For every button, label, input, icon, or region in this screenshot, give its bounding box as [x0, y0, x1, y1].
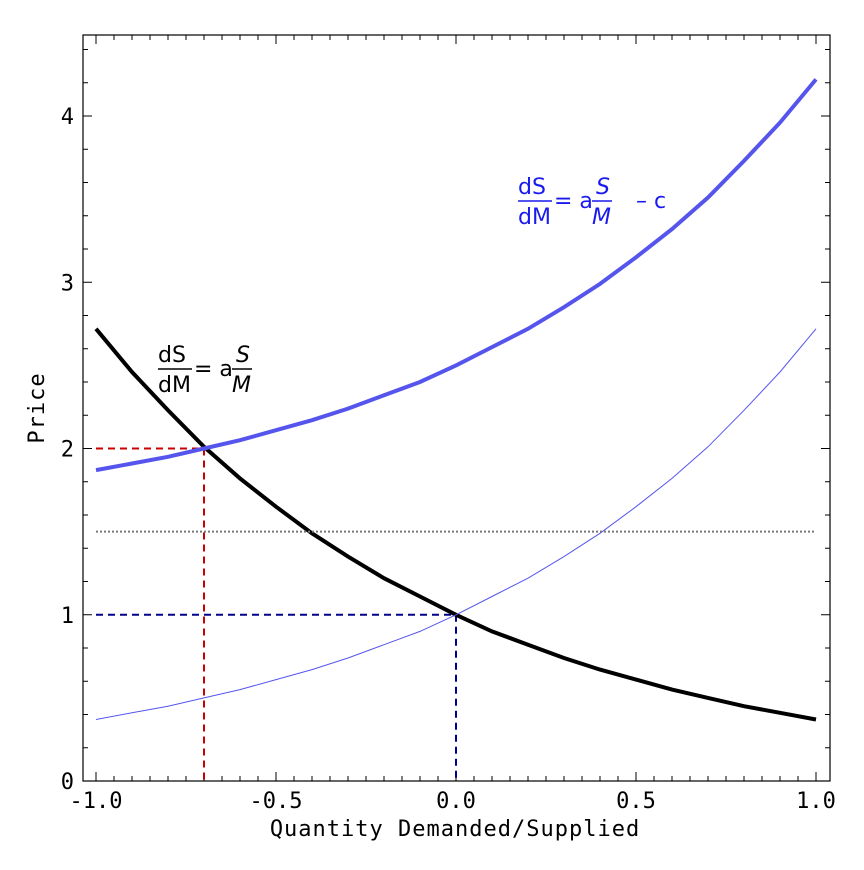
y-tick-label: 3: [61, 271, 74, 296]
supply-curve: [95, 328, 817, 720]
y-tick-label: 1: [61, 604, 74, 629]
y-tick-label: 2: [61, 438, 74, 463]
supply-equation-label: dS dM = a S M – c: [518, 175, 666, 230]
equation-denominator: dM: [158, 373, 191, 398]
equation-numerator: dS: [158, 343, 186, 368]
x-tick-label: 0.0: [436, 789, 476, 814]
x-tick-label: -1.0: [70, 789, 123, 814]
equation-numerator: dS: [518, 175, 546, 200]
tick-labels: -1.0 -0.5 0.0 0.5 1.0 0 1 2 3 4: [61, 105, 836, 814]
equation-ratio-numerator: S: [596, 175, 610, 200]
x-axis-title: Quantity Demanded/Supplied: [270, 817, 640, 842]
equation-equals: = a: [554, 189, 593, 214]
reference-lines: [96, 447, 457, 781]
equation-ratio-denominator: M: [232, 373, 251, 398]
series-lines: [94, 78, 818, 722]
equation-equals: = a: [194, 357, 233, 382]
axis-ticks: [83, 35, 830, 782]
equation-ratio-denominator: M: [592, 205, 611, 230]
x-tick-label: 1.0: [796, 789, 836, 814]
y-tick-label: 0: [61, 770, 74, 795]
equation-tail: – c: [636, 189, 666, 214]
y-axis-title: Price: [25, 372, 50, 443]
demand-equation-label: dS dM = a S M: [158, 343, 252, 398]
supply-curve-shifted: [95, 78, 818, 473]
y-tick-label: 4: [61, 105, 74, 130]
x-tick-label: -0.5: [250, 789, 303, 814]
equation-ratio-numerator: S: [236, 343, 250, 368]
equation-denominator: dM: [518, 205, 551, 230]
x-tick-label: 0.5: [616, 789, 656, 814]
